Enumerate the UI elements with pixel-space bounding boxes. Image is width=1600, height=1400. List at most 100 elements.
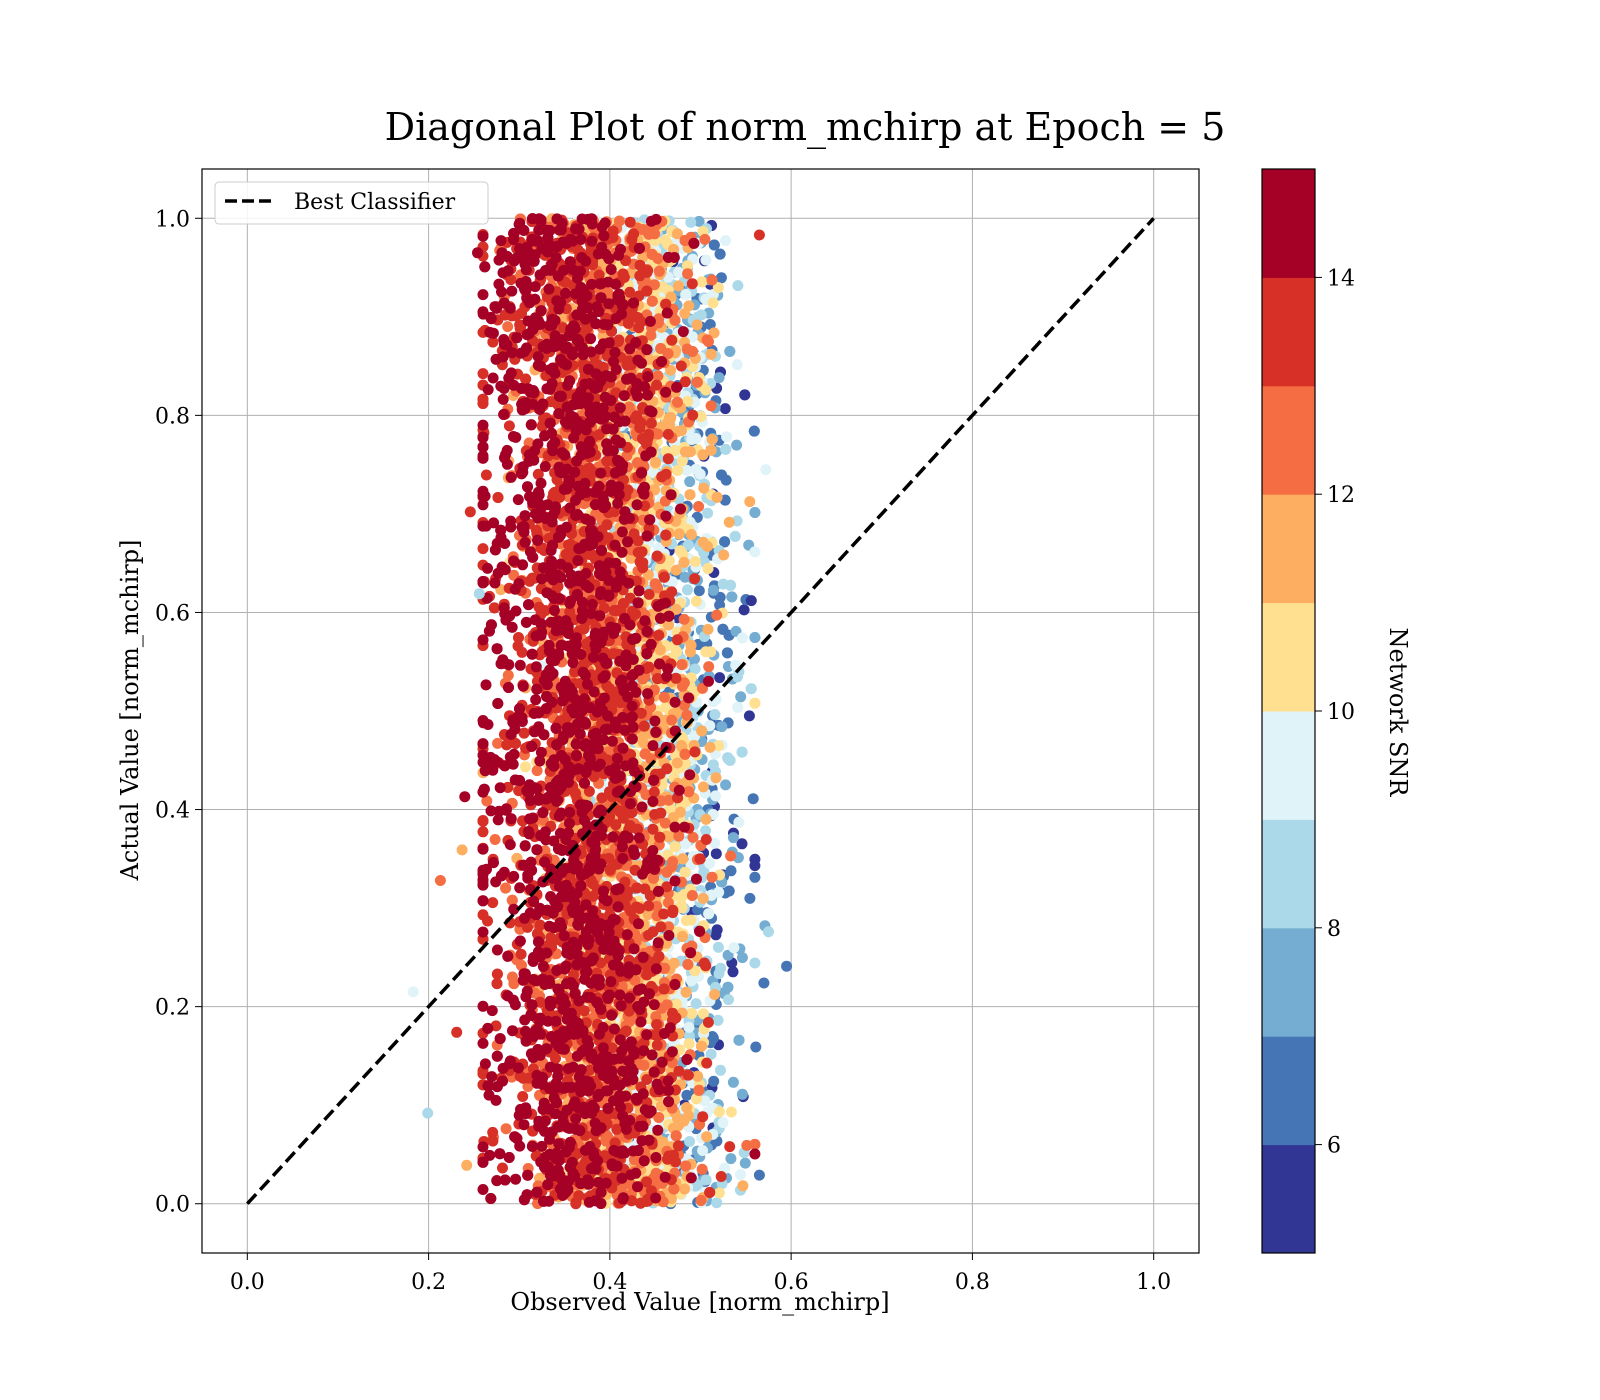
scatter-point <box>721 431 733 443</box>
scatter-point <box>711 1197 723 1209</box>
scatter-point <box>691 376 703 388</box>
scatter-point <box>686 890 698 901</box>
scatter-point <box>700 825 711 837</box>
scatter-point <box>725 1106 737 1118</box>
scatter-point <box>733 1034 745 1046</box>
scatter-point <box>696 276 708 288</box>
scatter-point <box>676 455 688 467</box>
scatter-point <box>489 834 501 845</box>
scatter-point <box>703 908 715 920</box>
scatter-point <box>714 672 726 684</box>
scatter-point <box>695 411 707 422</box>
scatter-point <box>659 817 671 829</box>
scatter-point <box>719 403 731 415</box>
scatter-point <box>705 444 717 456</box>
scatter-point <box>697 536 709 548</box>
scatter-point <box>725 865 737 877</box>
scatter-point <box>700 254 712 266</box>
scatter-point <box>713 740 725 752</box>
scatter-point <box>500 882 512 894</box>
scatter-point <box>680 986 692 998</box>
scatter-point <box>674 806 686 818</box>
scatter-point <box>685 216 697 228</box>
scatter-point <box>731 439 743 451</box>
scatter-point <box>637 730 649 742</box>
scatter-point <box>677 853 689 865</box>
scatter-point <box>720 779 732 791</box>
scatter-point <box>700 813 712 825</box>
scatter-point <box>726 591 738 603</box>
scatter-point <box>749 697 761 709</box>
scatter-point <box>731 671 743 683</box>
scatter-point <box>723 994 734 1006</box>
scatter-point <box>716 721 728 733</box>
scatter-point <box>723 516 735 528</box>
scatter-point <box>723 885 735 897</box>
scatter-point <box>705 1048 717 1060</box>
scatter-point <box>684 489 696 501</box>
scatter-point <box>720 474 732 486</box>
scatter-point <box>682 268 694 280</box>
scatter-point <box>672 396 683 408</box>
scatter-point <box>725 1153 737 1165</box>
scatter-point <box>712 282 724 294</box>
scatter-point <box>679 308 691 319</box>
scatter-point <box>670 1130 682 1142</box>
scatter-point <box>671 757 683 769</box>
scatter-point <box>749 507 761 518</box>
scatter-point <box>715 272 727 284</box>
scatter-point <box>702 507 714 519</box>
scatter-point <box>681 709 693 721</box>
scatter-point <box>682 584 693 596</box>
scatter-point <box>685 975 697 987</box>
scatter-point <box>701 1131 713 1143</box>
scatter-point <box>679 1183 691 1195</box>
scatter-point <box>708 239 720 251</box>
scatter-point <box>680 838 691 850</box>
scatter-point <box>686 331 698 343</box>
scatter-point <box>739 1157 751 1169</box>
scatter-point <box>663 619 674 631</box>
scatter-point <box>728 942 740 954</box>
scatter-point <box>681 1089 693 1101</box>
scatter-point <box>710 790 722 802</box>
scatter-point <box>653 265 665 277</box>
scatter-point <box>719 1162 731 1174</box>
scatter-point <box>735 691 747 703</box>
scatter-point <box>749 546 761 558</box>
scatter-point <box>711 924 723 936</box>
scatter-point <box>704 319 716 330</box>
scatter-point <box>671 998 682 1010</box>
scatter-point <box>704 857 716 869</box>
scatter-point <box>678 556 690 568</box>
scatter-point <box>747 793 759 805</box>
scatter-point <box>650 457 661 468</box>
scatter-point <box>697 1145 709 1156</box>
scatter-point <box>720 443 732 455</box>
scatter-point <box>664 412 675 424</box>
scatter-point <box>666 714 678 726</box>
scatter-point <box>676 902 688 914</box>
scatter-point <box>749 871 761 883</box>
scatter-point <box>739 389 751 401</box>
scatter-point <box>502 321 514 333</box>
scatter-point <box>706 871 718 883</box>
scatter-point <box>689 663 701 675</box>
scatter-point <box>712 1014 724 1026</box>
scatter-point <box>714 248 726 260</box>
scatter-point <box>680 1160 692 1172</box>
scatter-point <box>737 1180 749 1192</box>
scatter-point <box>669 841 681 853</box>
scatter-point <box>682 539 694 551</box>
scatter-point <box>693 1084 705 1096</box>
scatter-point <box>683 786 695 798</box>
scatter-point <box>736 838 748 850</box>
scatter-point <box>749 860 761 872</box>
scatter-point <box>686 1008 698 1019</box>
scatter-point <box>731 359 743 371</box>
scatter-point <box>681 464 693 476</box>
scatter-point <box>705 348 717 360</box>
scatter-point <box>738 604 750 616</box>
scatter-point <box>613 215 625 227</box>
scatter-point <box>658 691 670 703</box>
